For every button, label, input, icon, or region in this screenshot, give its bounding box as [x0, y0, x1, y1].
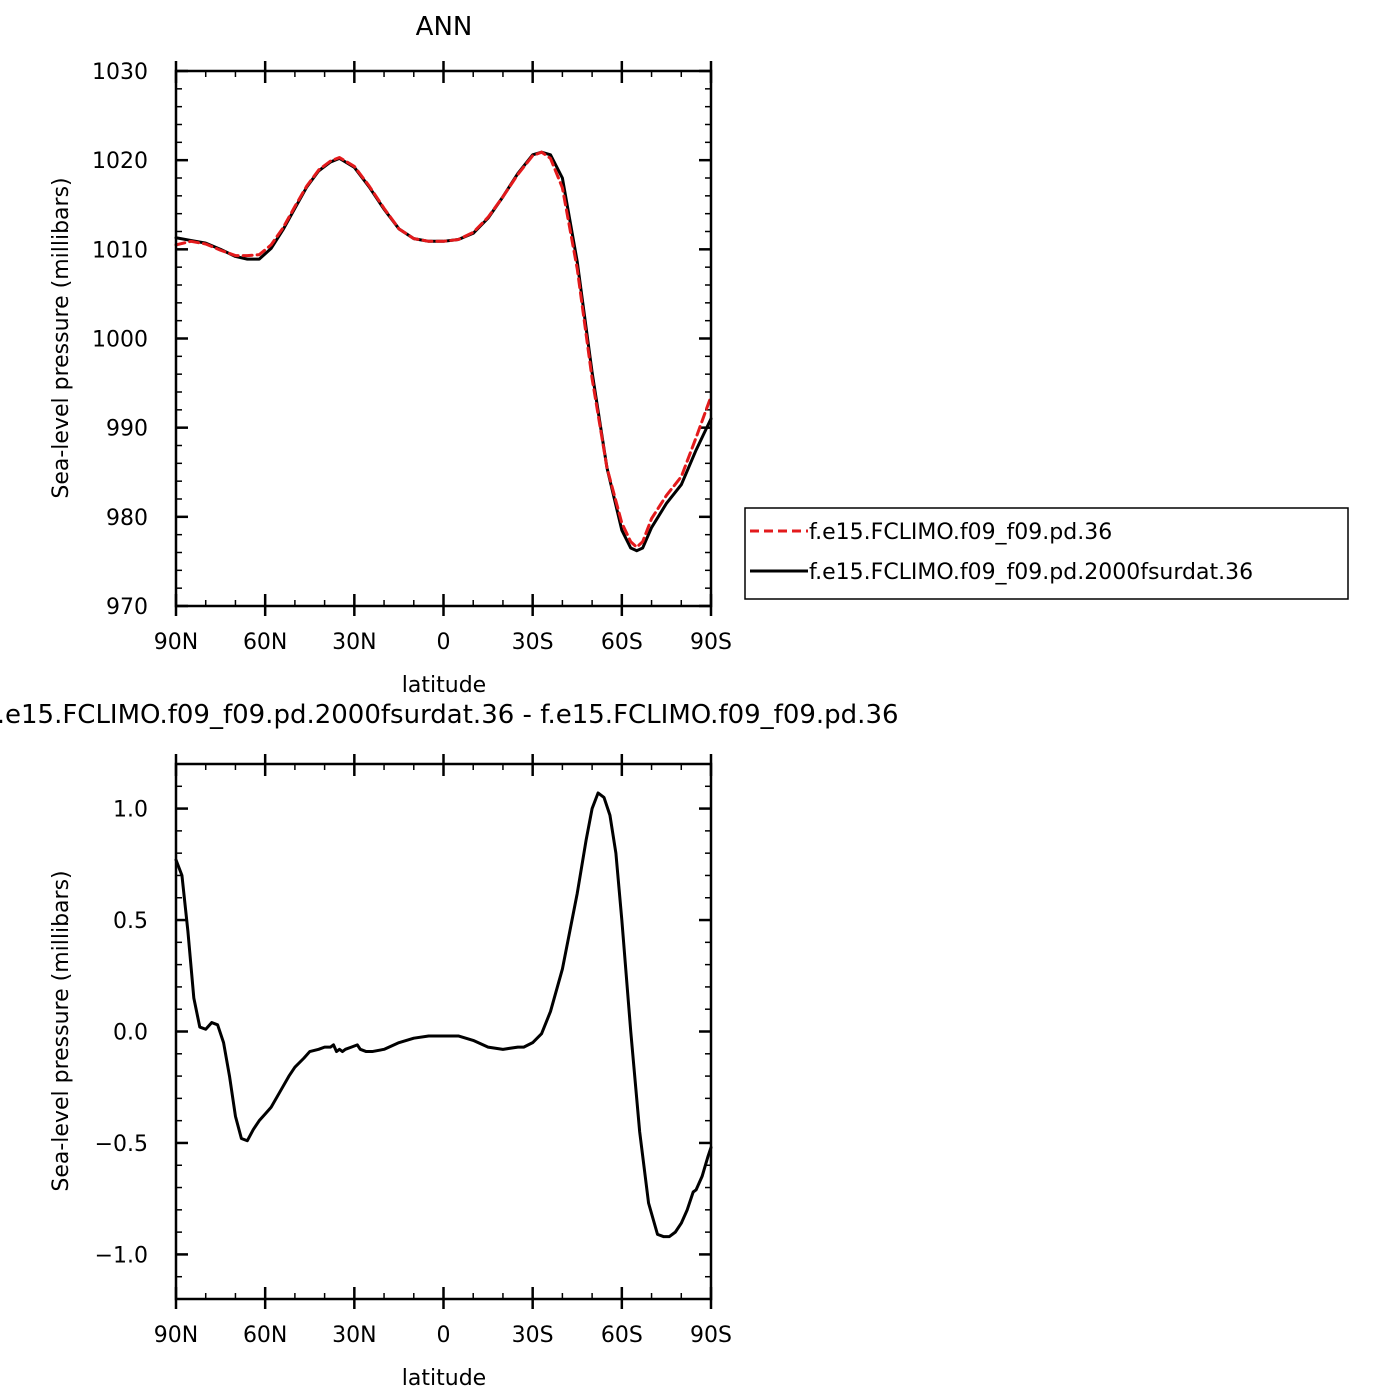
y-tick-label: 980: [106, 506, 148, 531]
y-tick-label: 1010: [92, 238, 148, 263]
x-tick-label: 30N: [332, 1323, 376, 1348]
x-tick-label: 60S: [601, 1323, 643, 1348]
x-tick-label: 90N: [154, 630, 198, 655]
top-y-ticks: 970 980 990 1000 1010 1020 1030: [92, 60, 711, 620]
top-series-group: [174, 150, 713, 553]
top-x-ticks: 90N 60N 30N 0 30S 60S 90S: [154, 61, 732, 655]
y-tick-label: −1.0: [95, 1243, 148, 1268]
x-tick-label: 60N: [243, 630, 287, 655]
x-tick-label: 0: [437, 630, 451, 655]
bottom-chart-title: f.e15.FCLIMO.f09_f09.pd.2000fsurdat.36 -…: [0, 700, 899, 730]
y-tick-label: 1030: [92, 60, 148, 85]
legend-item-1: f.e15.FCLIMO.f09_f09.pd.36: [809, 520, 1112, 545]
x-tick-label: 30S: [512, 630, 554, 655]
x-tick-label: 60N: [243, 1323, 287, 1348]
y-tick-label: 0.0: [113, 1021, 148, 1046]
series-line-2: [174, 150, 713, 553]
y-tick-label: 1020: [92, 149, 148, 174]
y-tick-label: 0.5: [113, 909, 148, 934]
x-tick-label: 90S: [690, 630, 732, 655]
x-tick-label: 60S: [601, 630, 643, 655]
top-x-axis-label: latitude: [402, 673, 486, 698]
series-line-1: [174, 150, 713, 549]
legend-item-2: f.e15.FCLIMO.f09_f09.pd.2000fsurdat.36: [809, 560, 1253, 585]
bottom-panel: f.e15.FCLIMO.f09_f09.pd.2000fsurdat.36 -…: [0, 700, 899, 1391]
y-tick-label: 990: [106, 417, 148, 442]
top-y-axis-label: Sea-level pressure (millibars): [49, 177, 74, 498]
y-tick-label: 1.0: [113, 798, 148, 823]
x-tick-label: 90N: [154, 1323, 198, 1348]
bottom-plot-frame: [174, 762, 713, 1301]
bottom-y-ticks: −1.0 −0.5 0.0 0.5 1.0: [95, 785, 711, 1278]
bottom-series-group: [174, 791, 713, 1239]
top-chart-title: ANN: [416, 12, 473, 42]
top-panel: ANN 970 980 990 1000 1010 1020 1030 90N 60N 30N 0…: [49, 12, 732, 698]
bottom-x-ticks: 90N 60N 30N 0 30S 60S 90S: [154, 754, 732, 1348]
bottom-y-axis-label: Sea-level pressure (millibars): [49, 870, 74, 1191]
x-tick-label: 90S: [690, 1323, 732, 1348]
bottom-x-axis-label: latitude: [402, 1366, 486, 1391]
x-tick-label: 30N: [332, 630, 376, 655]
y-tick-label: −0.5: [95, 1132, 148, 1157]
legend: f.e15.FCLIMO.f09_f09.pd.36 f.e15.FCLIMO.…: [744, 507, 1349, 600]
y-tick-label: 970: [106, 595, 148, 620]
x-tick-label: 30S: [512, 1323, 554, 1348]
top-plot-frame: [174, 69, 713, 608]
legend-box: [744, 507, 1349, 600]
y-tick-label: 1000: [92, 328, 148, 353]
series-line-1: [174, 791, 713, 1239]
x-tick-label: 0: [437, 1323, 451, 1348]
